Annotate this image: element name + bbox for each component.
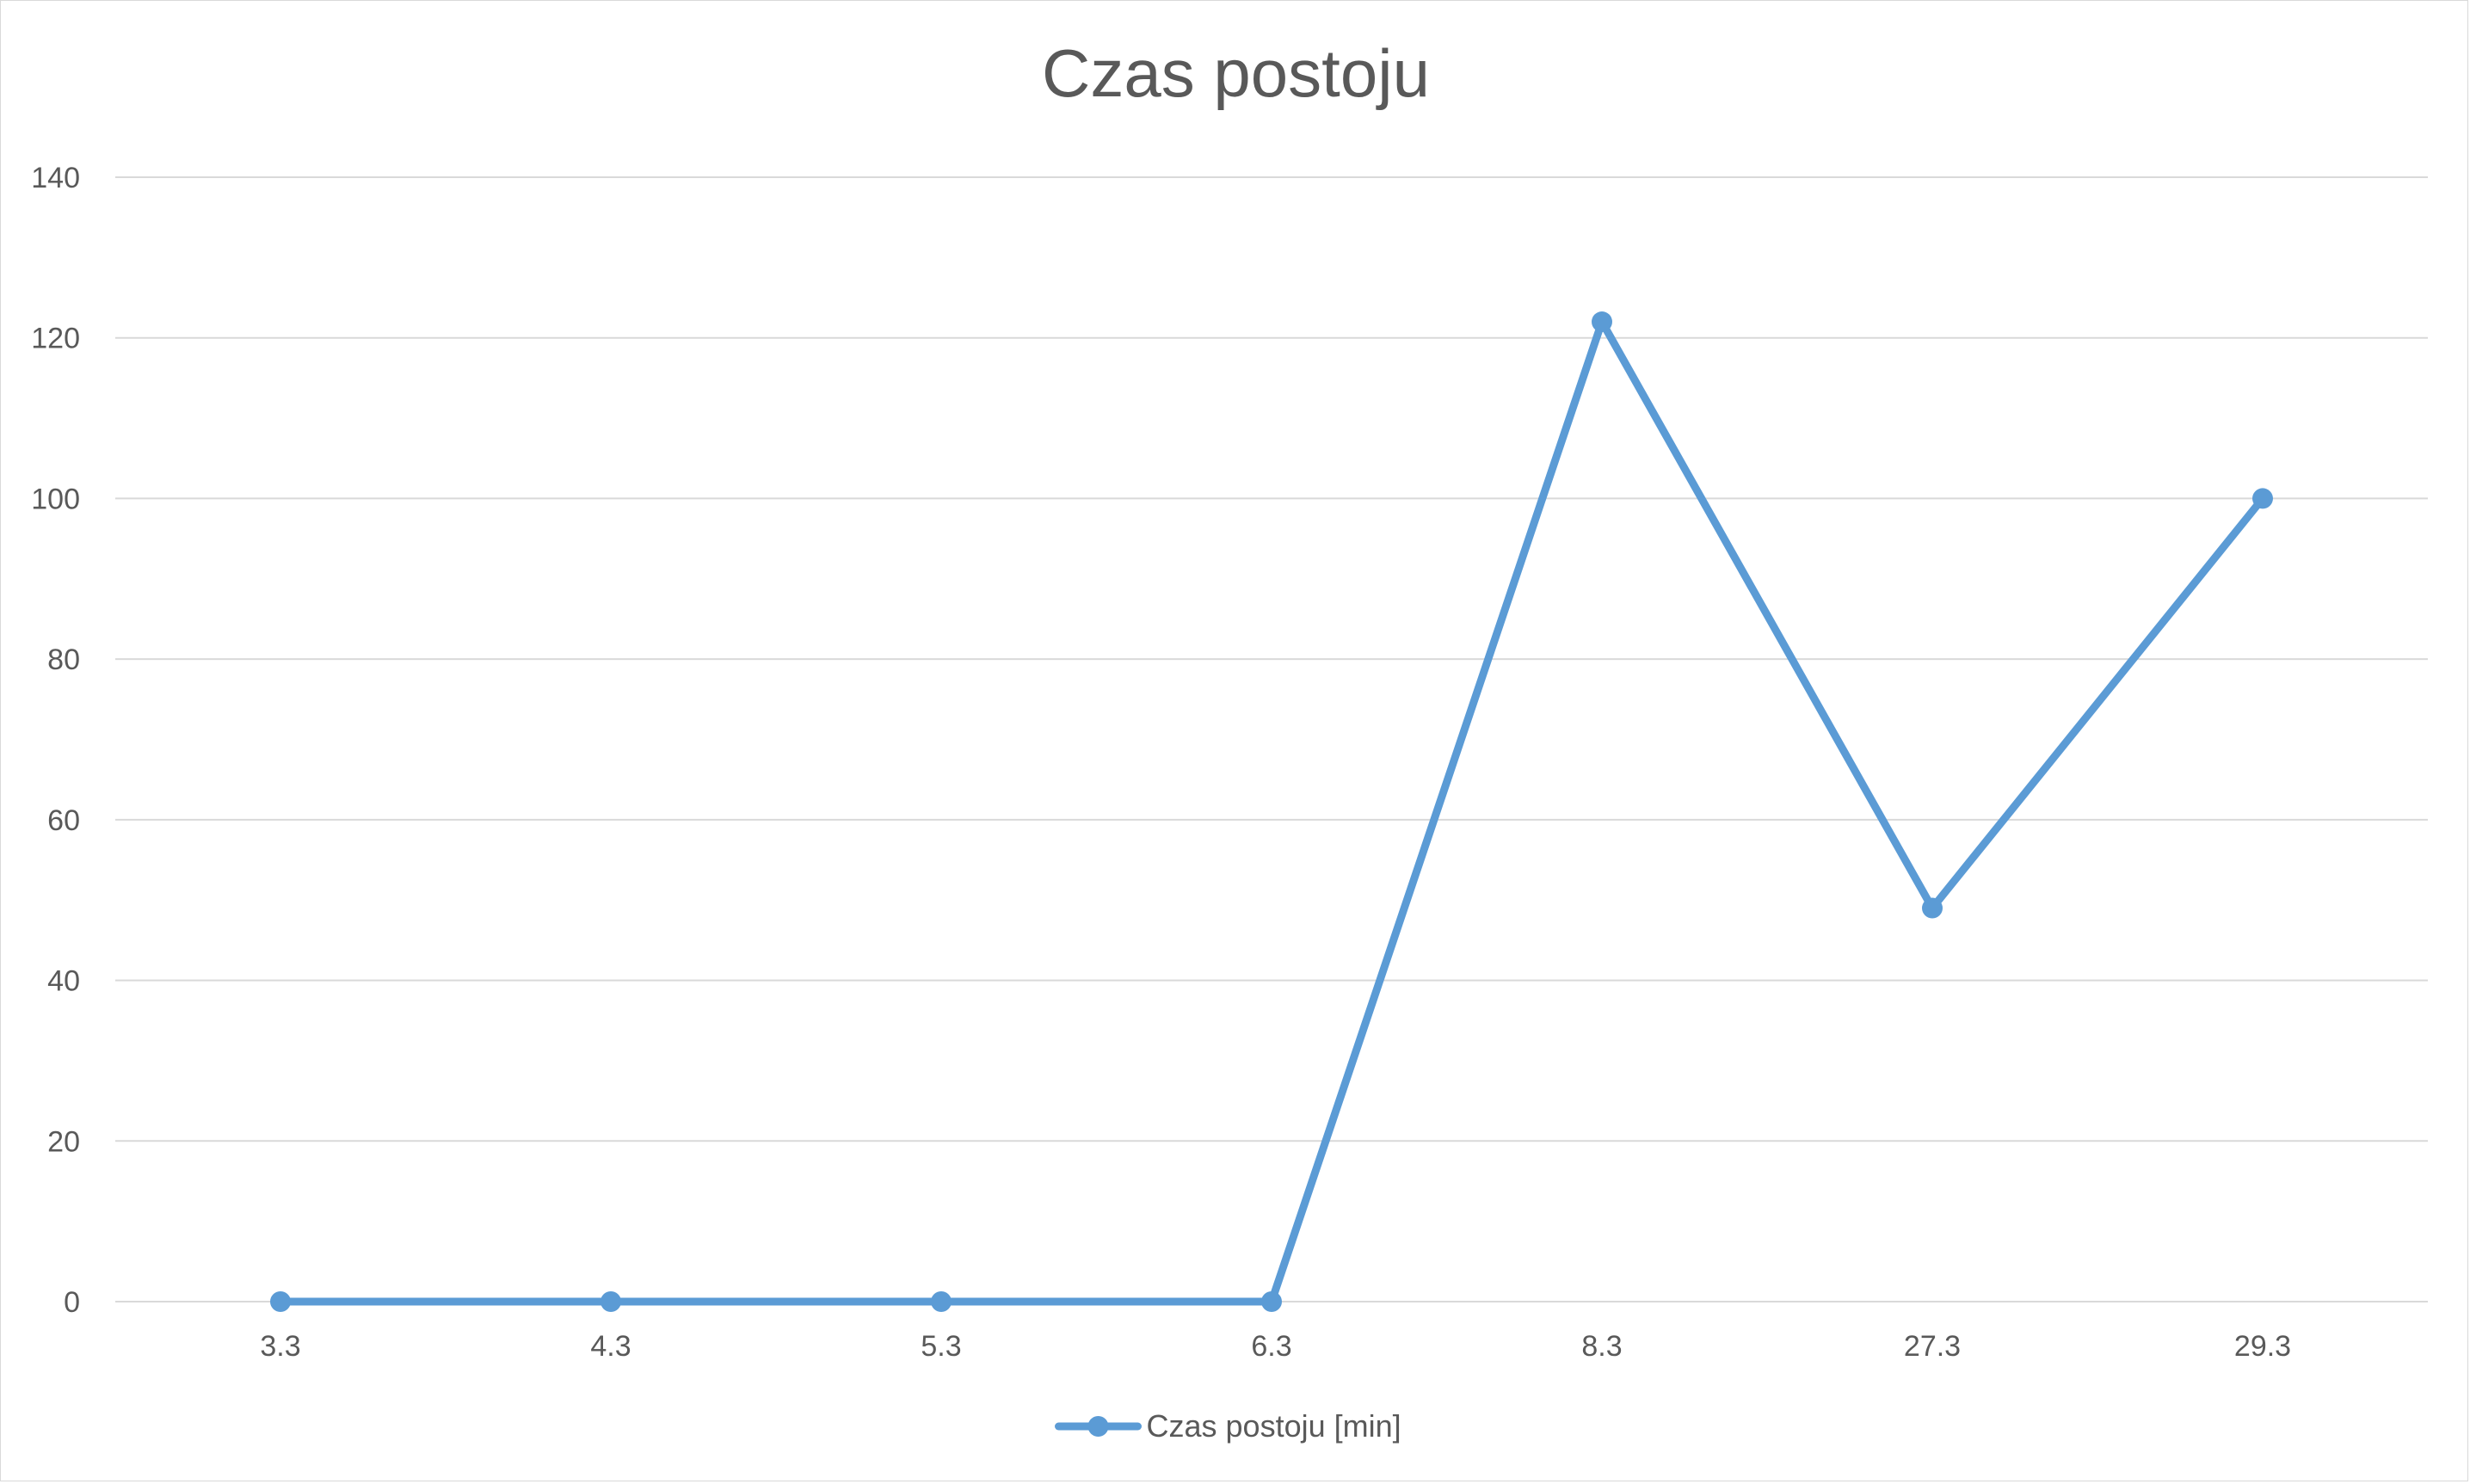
x-tick-label: 5.3 [921,1330,961,1363]
chart-title: Czas postoju [1042,35,1430,111]
y-tick-label: 20 [47,1125,80,1158]
y-tick-label: 0 [64,1286,80,1319]
y-tick-label: 60 [47,804,80,837]
x-tick-label: 6.3 [1251,1330,1291,1363]
y-tick-label: 140 [31,162,80,194]
series-line [276,317,2267,1306]
legend-marker-swatch [1087,1416,1109,1437]
y-axis-ticks: 0 20 40 60 80 100 120 140 [31,162,80,1319]
x-tick-label: 27.3 [1904,1330,1961,1363]
data-point [270,1291,291,1312]
data-point [1922,897,1943,919]
data-point [1261,1291,1282,1312]
data-point [931,1291,952,1312]
x-tick-label: 29.3 [2234,1330,2291,1363]
y-tick-label: 80 [47,643,80,676]
legend: Czas postoju [min] [1055,1408,1401,1444]
x-axis-ticks: 3.3 4.3 5.3 6.3 8.3 27.3 29.3 [260,1330,2291,1363]
data-point [1592,311,1612,333]
x-tick-label: 3.3 [260,1330,300,1363]
y-tick-label: 120 [31,323,80,355]
series-lines [276,317,2267,1306]
legend-label: Czas postoju [min] [1147,1408,1401,1444]
x-tick-label: 4.3 [590,1330,631,1363]
x-tick-label: 8.3 [1581,1330,1622,1363]
series-points [270,311,2273,1312]
data-point [601,1291,621,1312]
gridlines [115,176,2428,1302]
data-point [2252,488,2273,509]
y-tick-label: 40 [47,965,80,998]
y-tick-label: 100 [31,483,80,515]
